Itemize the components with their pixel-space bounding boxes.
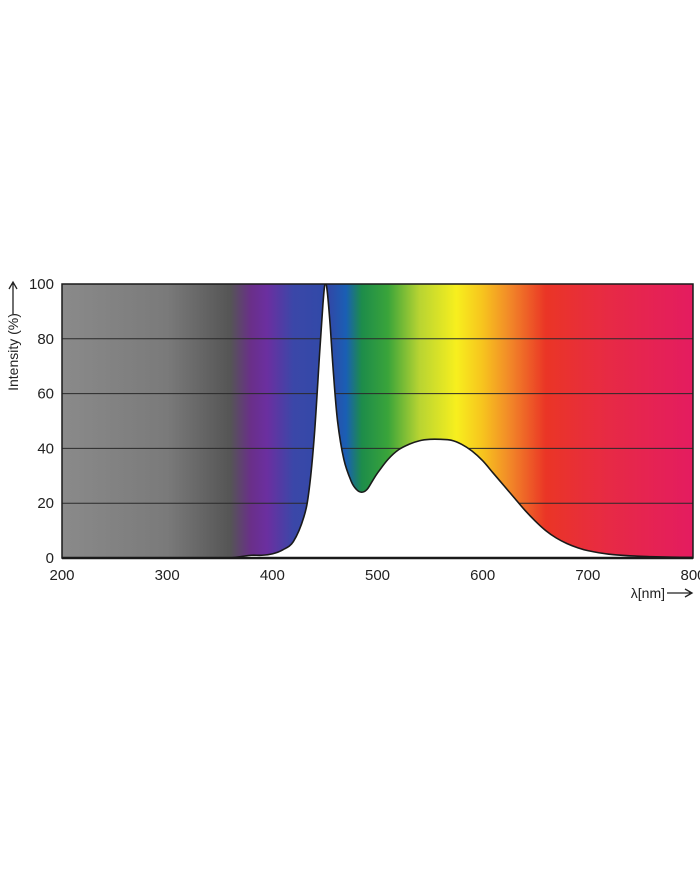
x-axis-label: λ[nm]	[631, 585, 665, 601]
x-tick-label: 400	[260, 567, 285, 584]
emission-curve-fill	[230, 284, 693, 558]
y-tick-label: 60	[37, 386, 54, 403]
y-tick-label: 20	[37, 495, 54, 512]
x-tick-label: 800	[680, 567, 700, 584]
x-tick-labels: 200 300 400 500 600 700 800	[49, 567, 700, 584]
x-tick-label: 300	[155, 567, 180, 584]
y-tick-label: 80	[37, 331, 54, 348]
x-tick-label: 500	[365, 567, 390, 584]
y-tick-label: 0	[46, 550, 54, 567]
x-tick-label: 200	[49, 567, 74, 584]
gridlines	[62, 338, 693, 504]
emission-curve-line	[230, 284, 693, 558]
y-axis-arrow-icon	[8, 280, 18, 314]
y-tick-label: 100	[29, 276, 54, 293]
y-tick-label: 40	[37, 440, 54, 457]
y-tick-labels: 0 20 40 60 80 100	[29, 276, 54, 567]
x-tick-label: 600	[470, 567, 495, 584]
x-tick-label: 700	[575, 567, 600, 584]
y-axis-label: Intensity (%)	[5, 313, 21, 391]
x-axis-arrow-icon	[667, 588, 694, 598]
